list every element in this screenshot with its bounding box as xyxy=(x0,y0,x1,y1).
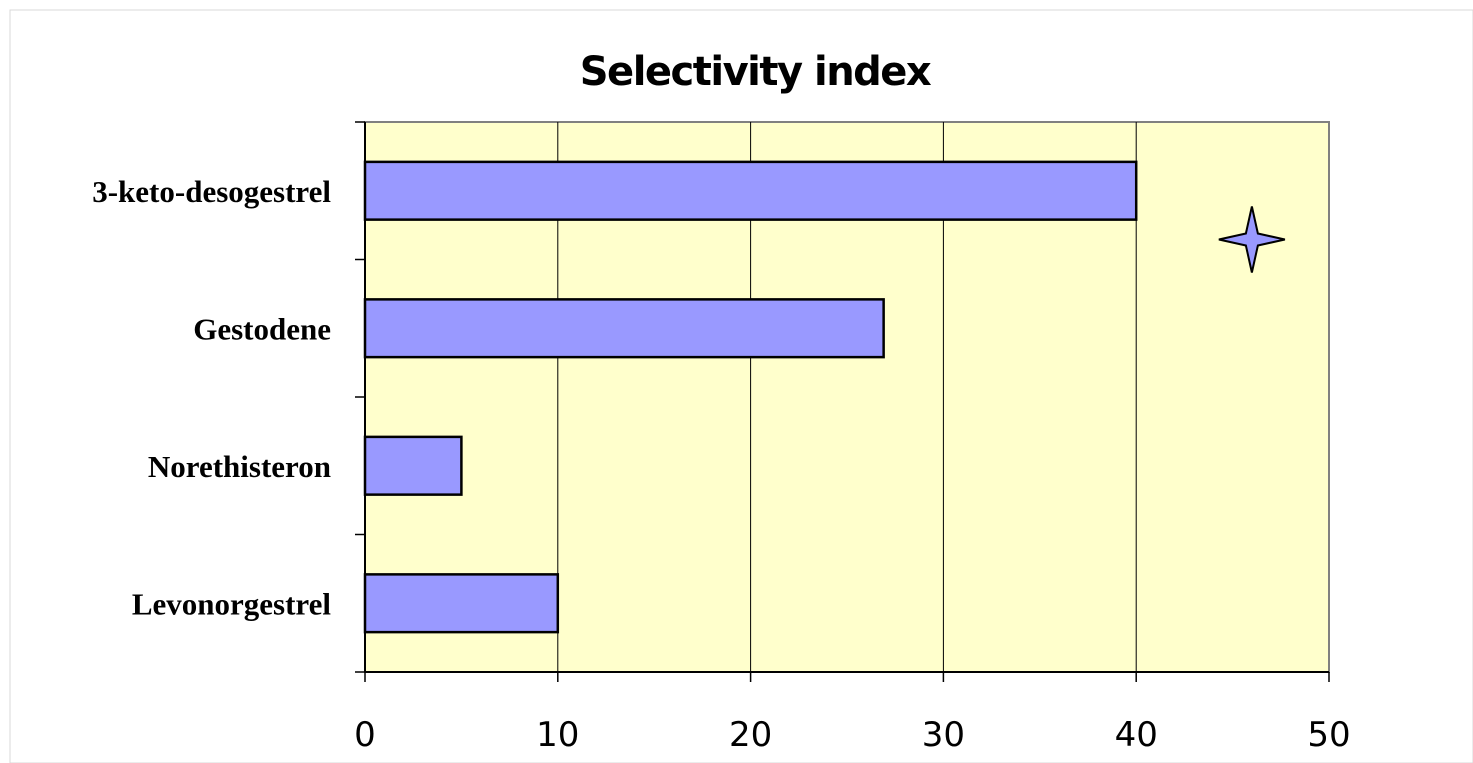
x-tick-label: 0 xyxy=(354,715,376,755)
chart-title: Selectivity index xyxy=(580,49,932,95)
category-label: Gestodene xyxy=(193,311,331,346)
x-tick-label: 10 xyxy=(536,715,579,755)
bar xyxy=(363,435,463,496)
bar xyxy=(363,298,885,359)
category-label: Levonorgestrel xyxy=(132,586,332,621)
plot-area: 0 10 20 30 40 50 3-keto-desogestrel Gestodene No… xyxy=(92,121,1351,755)
bar xyxy=(363,160,1138,221)
x-tick-label: 20 xyxy=(729,715,772,755)
category-label: 3-keto-desogestrel xyxy=(92,174,331,209)
category-label: Norethisteron xyxy=(148,449,331,484)
x-tick-label: 50 xyxy=(1307,715,1350,755)
star-marker xyxy=(1218,206,1286,273)
bar xyxy=(363,573,560,634)
x-tick-label: 30 xyxy=(922,715,965,755)
x-tick-label: 40 xyxy=(1115,715,1158,755)
